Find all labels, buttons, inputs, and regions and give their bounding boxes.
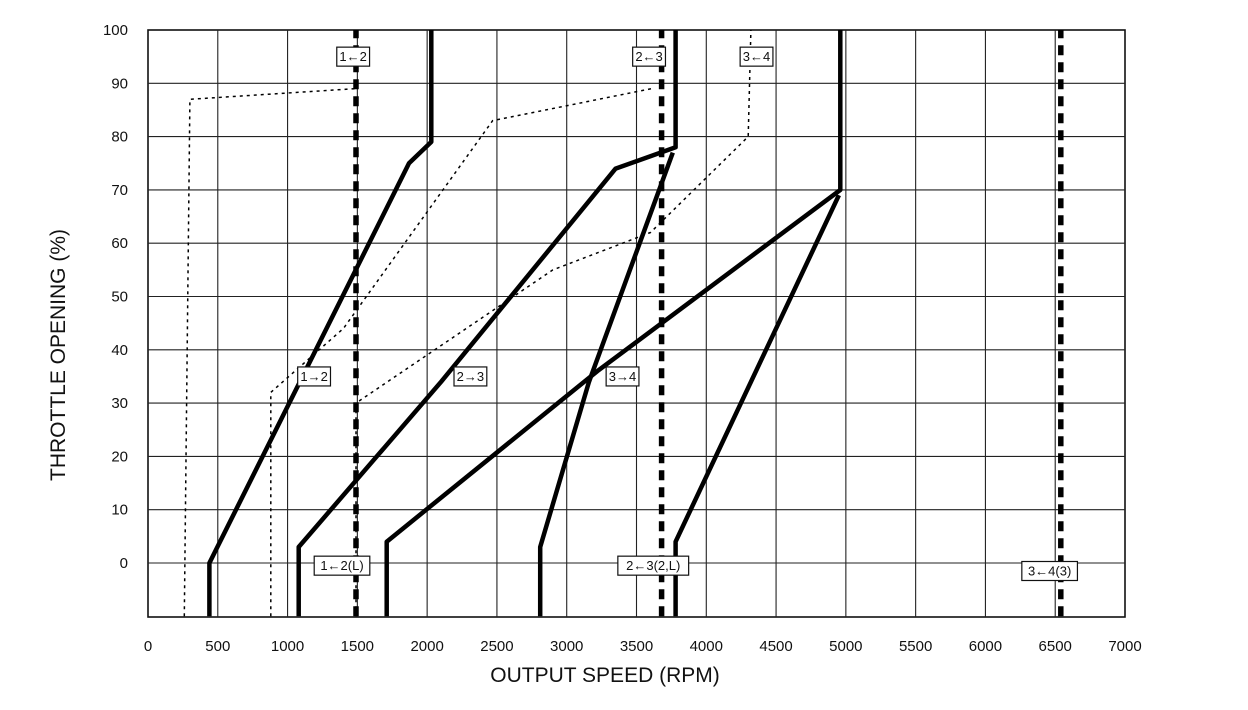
x-tick-label: 4000	[690, 638, 723, 655]
y-tick-label: 80	[111, 129, 128, 146]
x-tick-label: 4500	[759, 638, 792, 655]
series-line	[296, 30, 678, 617]
series-line	[270, 87, 653, 617]
series-lines	[183, 29, 1064, 617]
x-tick-label: 3500	[620, 638, 653, 655]
line-label: 3→4	[609, 369, 636, 384]
x-tick-label: 5500	[899, 638, 932, 655]
line-labels: 1←2 2←3 3←4 1→2 2→3 3→4 1←2(L) 2←3(2,L) 3←4(3)	[297, 46, 1079, 582]
series-line	[384, 30, 843, 617]
line-label-box	[1021, 560, 1079, 582]
y-tick-label: 90	[111, 75, 128, 92]
axis-ticks: 0 500 1000 1500 2000 2500 3000 3500 4000 4500 5000…	[103, 22, 1142, 655]
y-tick-label: 30	[111, 395, 128, 412]
y-tick-label: 40	[111, 342, 128, 359]
y-tick-label: 70	[111, 182, 128, 199]
line-label: 1←2	[339, 49, 366, 64]
y-tick-label: 60	[111, 235, 128, 252]
line-label-box	[617, 555, 690, 576]
y-tick-label: 100	[103, 22, 128, 39]
series-line	[207, 30, 434, 617]
line-label: 2→3	[457, 369, 484, 384]
y-tick-label: 0	[120, 555, 128, 572]
line-label-box	[336, 46, 371, 67]
x-tick-label: 6500	[1039, 638, 1072, 655]
grid	[147, 29, 1126, 618]
x-tick-label: 2500	[480, 638, 513, 655]
line-label: 1←2(L)	[320, 558, 363, 573]
line-label: 2←3	[635, 49, 662, 64]
x-tick-label: 1000	[271, 638, 304, 655]
y-axis-title: THROTTLE OPENING (%)	[47, 229, 70, 481]
x-axis-title: OUTPUT SPEED (RPM)	[490, 664, 719, 687]
x-tick-label: 0	[144, 638, 152, 655]
series-line	[673, 194, 841, 617]
line-label: 3←4	[743, 49, 770, 64]
line-label-box	[605, 366, 640, 387]
y-tick-label: 20	[111, 448, 128, 465]
line-label-box	[453, 366, 488, 387]
x-tick-label: 3000	[550, 638, 583, 655]
x-tick-label: 1500	[341, 638, 374, 655]
x-tick-label: 6000	[969, 638, 1002, 655]
x-tick-label: 5000	[829, 638, 862, 655]
x-tick-label: 500	[205, 638, 230, 655]
x-tick-label: 7000	[1108, 638, 1141, 655]
line-label: 1→2	[300, 369, 327, 384]
series-line	[537, 151, 675, 617]
line-label-box	[313, 555, 371, 576]
x-tick-label: 2000	[410, 638, 443, 655]
line-label: 3←4(3)	[1028, 563, 1071, 578]
line-label-box	[632, 46, 667, 67]
line-label-box	[739, 46, 774, 67]
line-label: 2←3(2,L)	[626, 558, 680, 573]
y-tick-label: 50	[111, 289, 128, 306]
series-line	[355, 29, 752, 617]
y-tick-label: 10	[111, 502, 128, 519]
line-label-box	[297, 366, 332, 387]
